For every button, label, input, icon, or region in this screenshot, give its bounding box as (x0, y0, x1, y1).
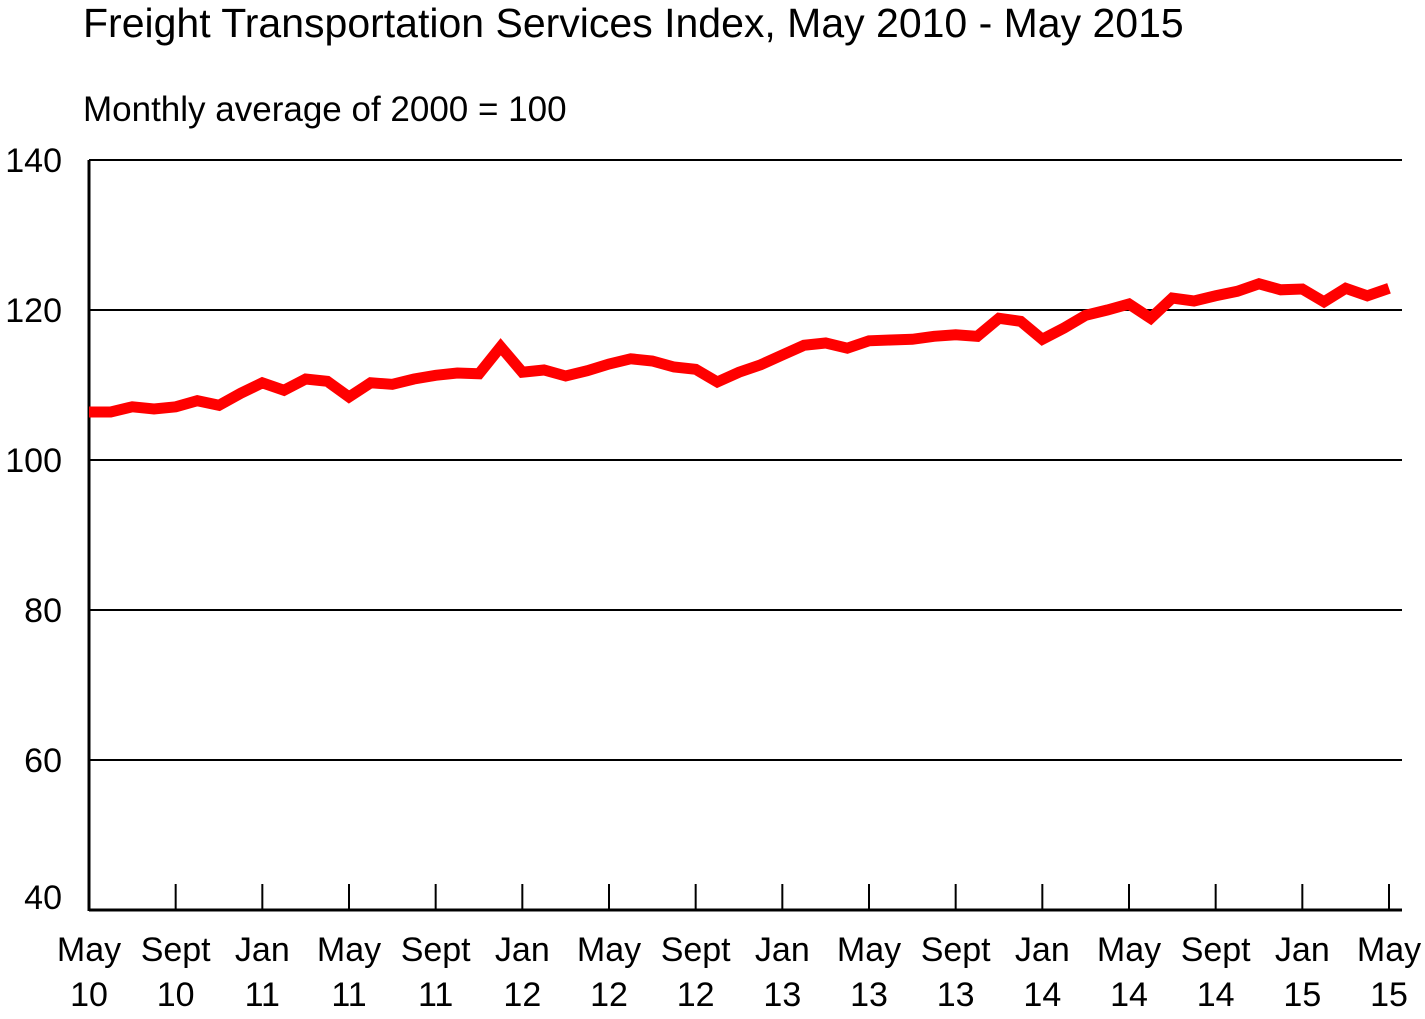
x-tick-month: Sept (921, 931, 991, 969)
x-tick-month: Jan (1275, 931, 1330, 969)
x-tick-year: 13 (850, 976, 888, 1014)
x-tick-month: Jan (235, 931, 290, 969)
x-tick-month: May (1097, 931, 1161, 969)
x-tick-month: May (1357, 931, 1421, 969)
x-tick-year: 12 (503, 976, 541, 1014)
x-tick-year: 10 (70, 976, 108, 1014)
x-tick-year: 15 (1283, 976, 1321, 1014)
x-tick-year: 12 (677, 976, 715, 1014)
x-tick-month: May (837, 931, 901, 969)
x-tick-year: 13 (763, 976, 801, 1014)
x-tick-month: May (57, 931, 121, 969)
x-tick-year: 13 (937, 976, 975, 1014)
x-tick-month: Sept (401, 931, 471, 969)
x-tick-year: 14 (1023, 976, 1061, 1014)
x-tick-year: 14 (1110, 976, 1148, 1014)
x-tick-month: Jan (495, 931, 550, 969)
x-tick-month: Sept (141, 931, 211, 969)
x-tick-month: May (577, 931, 641, 969)
y-tick-label: 40 (24, 879, 62, 917)
x-tick-year: 12 (590, 976, 628, 1014)
x-tick-month: Jan (1015, 931, 1070, 969)
x-tick-month: Sept (661, 931, 731, 969)
x-tick-year: 10 (157, 976, 195, 1014)
x-tick-month: Sept (1181, 931, 1251, 969)
y-tick-label: 100 (5, 442, 62, 480)
x-tick-year: 15 (1370, 976, 1408, 1014)
x-tick-year: 11 (245, 976, 280, 1014)
x-tick-month: Jan (755, 931, 810, 969)
x-tick-month: May (317, 931, 381, 969)
chart-subtitle: Monthly average of 2000 = 100 (83, 90, 567, 129)
y-tick-label: 120 (5, 292, 62, 330)
chart-title: Freight Transportation Services Index, M… (83, 0, 1184, 46)
x-tick-year: 14 (1197, 976, 1235, 1014)
data-line (89, 278, 1391, 418)
x-tick-year: 11 (331, 976, 366, 1014)
y-tick-label: 80 (24, 592, 62, 630)
x-tick-year: 11 (418, 976, 453, 1014)
y-tick-label: 60 (24, 742, 62, 780)
y-tick-label: 140 (5, 142, 62, 180)
